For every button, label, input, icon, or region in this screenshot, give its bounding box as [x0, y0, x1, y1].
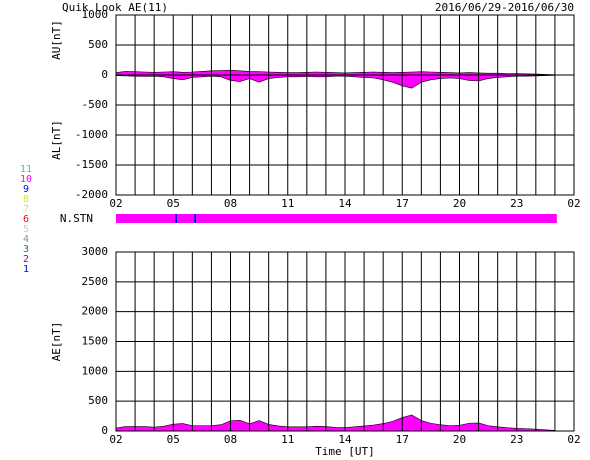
y-tick-label: 500 — [88, 38, 108, 51]
y-axis-label: AE[nT] — [50, 322, 63, 362]
station-label: N.STN — [60, 212, 93, 225]
legend-entry: 7 — [23, 204, 29, 215]
legend-entry: 9 — [23, 184, 29, 195]
y-axis-label: AU[nT] — [50, 20, 63, 60]
y-tick-label: 500 — [88, 394, 108, 407]
y-tick-label: 2500 — [82, 275, 109, 288]
legend-entry: 8 — [23, 194, 29, 205]
station-segment — [175, 214, 178, 223]
x-tick-label: 02 — [109, 197, 122, 210]
x-tick-label: 20 — [453, 433, 466, 446]
x-tick-label: 23 — [510, 433, 523, 446]
station-segment — [196, 214, 557, 223]
x-tick-label: 23 — [510, 197, 523, 210]
chart-title: Quik Look AE(11) — [62, 1, 168, 14]
x-tick-label: 05 — [167, 197, 180, 210]
x-tick-label: 08 — [224, 433, 237, 446]
y-axis-label: AL[nT] — [50, 120, 63, 160]
date-range: 2016/06/29-2016/06/30 — [435, 1, 574, 14]
x-tick-label: 14 — [338, 433, 352, 446]
y-tick-label: 1000 — [82, 364, 109, 377]
x-axis-label: Time [UT] — [315, 445, 375, 458]
legend-entry: 5 — [23, 224, 29, 235]
y-tick-label: 1000 — [82, 8, 109, 21]
x-tick-label: 05 — [167, 433, 180, 446]
x-tick-label: 14 — [338, 197, 352, 210]
y-tick-label: -2000 — [75, 188, 108, 201]
x-tick-label: 08 — [224, 197, 237, 210]
legend-entry: 3 — [23, 244, 29, 255]
x-tick-label: 17 — [396, 197, 409, 210]
x-tick-label: 11 — [281, 197, 294, 210]
x-tick-label: 20 — [453, 197, 466, 210]
y-tick-label: 0 — [101, 68, 108, 81]
x-tick-label: 02 — [567, 197, 580, 210]
station-segment — [116, 214, 176, 223]
y-tick-label: -1000 — [75, 128, 108, 141]
area — [115, 69, 556, 76]
y-tick-label: 2000 — [82, 305, 109, 318]
x-tick-label: 02 — [567, 433, 580, 446]
y-tick-label: 0 — [101, 424, 108, 437]
legend-entry: 1 — [23, 264, 29, 275]
x-tick-label: 02 — [109, 433, 122, 446]
legend-entry: 11 — [20, 164, 32, 175]
station-segment — [177, 214, 195, 223]
y-tick-label: 1500 — [82, 335, 109, 348]
y-tick-label: -500 — [82, 98, 109, 111]
plot-frame — [115, 251, 575, 432]
station-segment — [194, 214, 197, 223]
legend-entry: 4 — [23, 234, 29, 245]
legend-entry: 6 — [23, 214, 29, 225]
x-tick-label: 17 — [396, 433, 409, 446]
legend-entry: 10 — [20, 174, 32, 185]
area — [115, 414, 556, 432]
y-tick-label: -1500 — [75, 158, 108, 171]
y-tick-label: 3000 — [82, 245, 109, 258]
x-tick-label: 11 — [281, 433, 294, 446]
plot-frame — [115, 14, 575, 196]
area — [115, 74, 556, 89]
legend-entry: 2 — [23, 254, 29, 265]
